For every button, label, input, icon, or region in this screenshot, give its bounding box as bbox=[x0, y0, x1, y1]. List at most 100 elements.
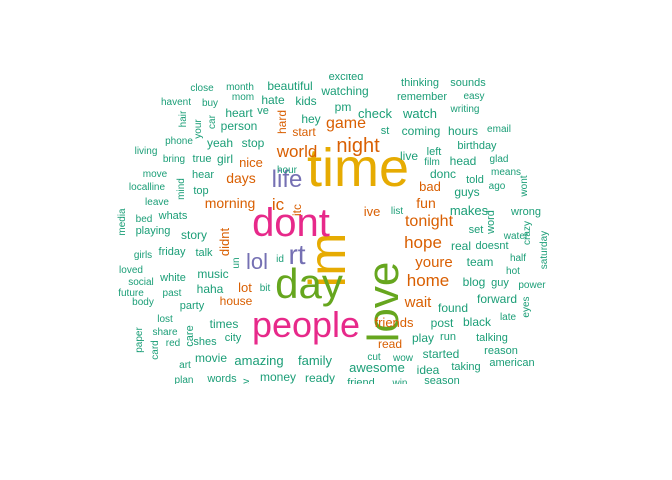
cloud-word-nice: nice bbox=[239, 155, 263, 170]
cloud-word-id: id bbox=[276, 254, 284, 265]
cloud-word-yeah: yeah bbox=[207, 136, 233, 150]
cloud-word-guy: guy bbox=[491, 277, 509, 289]
cloud-word-fun: fun bbox=[416, 195, 435, 211]
cloud-word-cut: cut bbox=[367, 352, 381, 363]
cloud-word-people: people bbox=[252, 304, 360, 345]
cloud-word-future: future bbox=[118, 288, 144, 299]
cloud-word-media: media bbox=[117, 208, 128, 236]
cloud-word-hard: hard bbox=[275, 110, 289, 134]
cloud-word-post: post bbox=[431, 316, 454, 330]
cloud-word-lol: lol bbox=[246, 249, 268, 274]
cloud-word-birthday: birthday bbox=[457, 140, 497, 152]
cloud-word-mind: mind bbox=[176, 178, 187, 200]
cloud-word-hot: hot bbox=[506, 266, 520, 277]
cloud-word-plan: plan bbox=[175, 375, 194, 386]
cloud-word-time: time bbox=[307, 138, 409, 198]
cloud-word-ic: ic bbox=[272, 195, 285, 214]
cloud-word-friday: friday bbox=[159, 246, 186, 258]
cloud-word-hey: hey bbox=[301, 112, 320, 126]
cloud-word-friend: friend bbox=[347, 377, 375, 389]
cloud-word-top: top bbox=[193, 185, 208, 197]
cloud-word-win: win bbox=[391, 378, 407, 389]
cloud-word-music: music bbox=[197, 267, 228, 281]
cloud-word-real: real bbox=[451, 239, 471, 253]
cloud-word-words: words bbox=[206, 373, 237, 385]
cloud-word-beautiful: beautiful bbox=[267, 79, 312, 93]
cloud-word-team: team bbox=[467, 255, 494, 269]
cloud-word-party: party bbox=[180, 300, 205, 312]
cloud-word-lost: lost bbox=[157, 314, 173, 325]
cloud-word-donc: donc bbox=[430, 167, 456, 181]
cloud-word-check: check bbox=[358, 106, 392, 121]
cloud-word-living: living bbox=[135, 146, 158, 157]
cloud-word-person: person bbox=[221, 119, 258, 133]
cloud-word-taking: taking bbox=[451, 361, 480, 373]
cloud-word-ready: ready bbox=[305, 371, 335, 385]
cloud-word-card: card bbox=[150, 340, 161, 359]
cloud-word-remember: remember bbox=[397, 91, 447, 103]
cloud-word-film: film bbox=[424, 157, 440, 168]
cloud-word-ve: ve bbox=[257, 105, 269, 117]
cloud-word-ive: ive bbox=[364, 204, 381, 219]
cloud-word-rt: rt bbox=[288, 239, 305, 270]
cloud-word-coming: coming bbox=[402, 124, 441, 138]
cloud-word-hour: hour bbox=[277, 165, 298, 176]
cloud-word-ago: ago bbox=[489, 181, 506, 192]
cloud-word-past: past bbox=[163, 288, 182, 299]
cloud-word-city: city bbox=[225, 332, 242, 344]
cloud-word-friends: friends bbox=[374, 315, 414, 330]
cloud-word-life: life bbox=[272, 166, 303, 193]
cloud-word-reason: reason bbox=[484, 345, 518, 357]
cloud-word-live: live bbox=[400, 149, 418, 163]
cloud-word-talking: talking bbox=[476, 332, 508, 344]
cloud-word-mom: mom bbox=[232, 92, 254, 103]
cloud-word-play: play bbox=[412, 331, 434, 345]
cloud-word-movie: movie bbox=[195, 351, 227, 365]
cloud-word-haha: haha bbox=[197, 282, 224, 296]
cloud-word-started: started bbox=[423, 347, 460, 361]
cloud-word-body: body bbox=[132, 297, 154, 308]
cloud-word-care: care bbox=[184, 325, 196, 346]
cloud-word-white: white bbox=[159, 272, 186, 284]
cloud-word-social: social bbox=[128, 277, 154, 288]
cloud-word-youre: youre bbox=[415, 254, 453, 271]
cloud-word-house: house bbox=[220, 294, 253, 308]
cloud-word-itc: itc bbox=[290, 204, 304, 216]
cloud-word-day: day bbox=[275, 260, 343, 307]
cloud-word-pm: pm bbox=[335, 100, 352, 114]
cloud-word-money: money bbox=[260, 370, 296, 384]
cloud-word-guys: guys bbox=[454, 185, 479, 199]
cloud-word-car: car bbox=[207, 114, 218, 129]
cloud-word-didnt: didnt bbox=[217, 228, 232, 257]
cloud-word-im: im bbox=[299, 233, 357, 288]
cloud-word-heart: heart bbox=[225, 106, 253, 120]
cloud-word-game: game bbox=[326, 115, 366, 132]
cloud-word-av: av bbox=[241, 379, 252, 390]
cloud-word-saturday: saturday bbox=[539, 231, 550, 269]
cloud-word-whats: whats bbox=[158, 210, 188, 222]
cloud-word-your: your bbox=[193, 119, 204, 139]
cloud-word-close: close bbox=[190, 83, 214, 94]
cloud-word-watching: watching bbox=[320, 84, 368, 98]
cloud-word-hours: hours bbox=[448, 124, 478, 138]
cloud-word-hair: hair bbox=[178, 110, 189, 127]
cloud-word-black: black bbox=[463, 315, 492, 329]
cloud-word-buy: buy bbox=[202, 98, 218, 109]
cloud-word-hear: hear bbox=[192, 169, 214, 181]
cloud-word-blog: blog bbox=[463, 275, 486, 289]
cloud-word-leave: leave bbox=[145, 197, 169, 208]
cloud-word-late: late bbox=[500, 312, 517, 323]
cloud-word-found: found bbox=[438, 301, 468, 315]
cloud-word-hate: hate bbox=[261, 93, 285, 107]
cloud-word-move: move bbox=[143, 169, 168, 180]
cloud-word-st: st bbox=[381, 125, 390, 137]
cloud-word-days: days bbox=[226, 170, 256, 186]
cloud-word-american: american bbox=[489, 357, 534, 369]
cloud-word-half: half bbox=[510, 253, 526, 264]
cloud-word-family: family bbox=[298, 353, 332, 368]
cloud-word-stop: stop bbox=[242, 136, 265, 150]
cloud-word-left: left bbox=[427, 146, 442, 158]
cloud-word-true: true bbox=[193, 153, 212, 165]
cloud-word-writing: writing bbox=[450, 104, 480, 115]
